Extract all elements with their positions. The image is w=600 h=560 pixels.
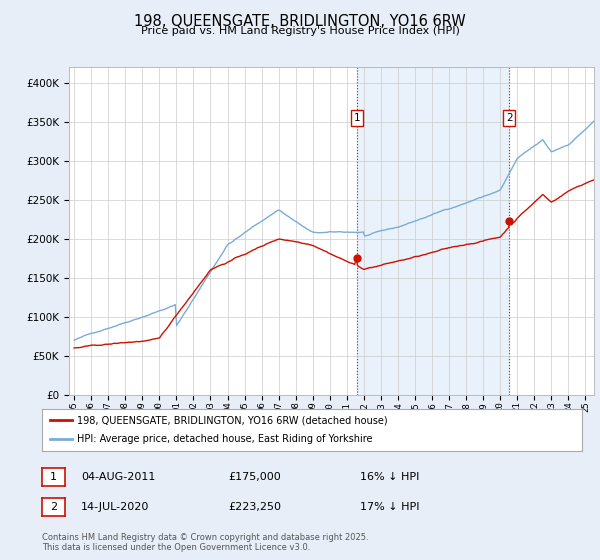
Text: 17% ↓ HPI: 17% ↓ HPI	[360, 502, 419, 512]
Text: 14-JUL-2020: 14-JUL-2020	[81, 502, 149, 512]
Text: This data is licensed under the Open Government Licence v3.0.: This data is licensed under the Open Gov…	[42, 543, 310, 552]
Text: £175,000: £175,000	[228, 472, 281, 482]
Text: 04-AUG-2011: 04-AUG-2011	[81, 472, 155, 482]
Text: HPI: Average price, detached house, East Riding of Yorkshire: HPI: Average price, detached house, East…	[77, 435, 373, 445]
Text: Contains HM Land Registry data © Crown copyright and database right 2025.: Contains HM Land Registry data © Crown c…	[42, 533, 368, 542]
Bar	[357, 67, 509, 395]
Text: 1: 1	[50, 472, 57, 482]
Text: £223,250: £223,250	[228, 502, 281, 512]
Text: 1: 1	[353, 113, 360, 123]
Text: 198, QUEENSGATE, BRIDLINGTON, YO16 6RW: 198, QUEENSGATE, BRIDLINGTON, YO16 6RW	[134, 14, 466, 29]
Text: 16% ↓ HPI: 16% ↓ HPI	[360, 472, 419, 482]
Text: 2: 2	[50, 502, 57, 512]
Text: 2: 2	[506, 113, 512, 123]
Text: 198, QUEENSGATE, BRIDLINGTON, YO16 6RW (detached house): 198, QUEENSGATE, BRIDLINGTON, YO16 6RW (…	[77, 415, 388, 425]
Text: Price paid vs. HM Land Registry's House Price Index (HPI): Price paid vs. HM Land Registry's House …	[140, 26, 460, 36]
